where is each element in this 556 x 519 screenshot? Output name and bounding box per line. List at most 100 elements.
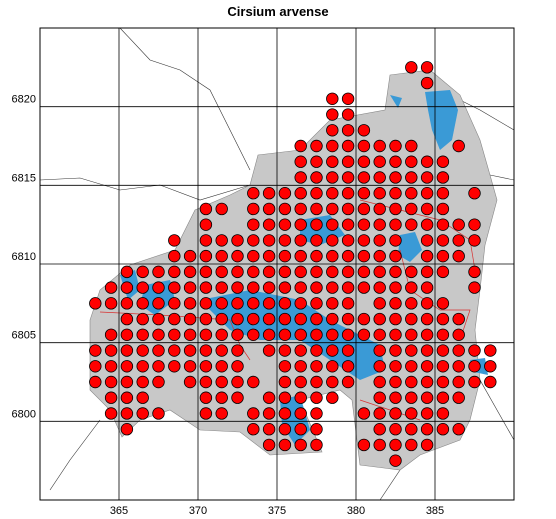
occurrence-dot xyxy=(231,265,244,279)
occurrence-dot xyxy=(420,234,434,247)
grid xyxy=(40,28,514,500)
occurrence-dot xyxy=(452,375,465,389)
lake xyxy=(200,290,385,380)
occurrence-dot xyxy=(294,344,307,357)
occurrence-dot xyxy=(468,218,481,231)
occurrence-dot xyxy=(199,312,213,326)
occurrence-dot xyxy=(310,186,323,200)
occurrence-dot xyxy=(357,281,371,294)
occurrences xyxy=(89,61,497,467)
occurrence-dot xyxy=(104,375,118,389)
occurrence-dot xyxy=(168,312,181,326)
occurrence-dot xyxy=(389,155,402,168)
occurrence-dot xyxy=(89,360,102,373)
occurrence-dot xyxy=(452,423,465,436)
occurrence-dot xyxy=(278,375,292,389)
occurrence-dot xyxy=(326,108,339,121)
occurrence-dot xyxy=(183,375,197,389)
occurrence-dot xyxy=(326,139,339,153)
occurrence-dot xyxy=(373,155,386,168)
occurrence-dot xyxy=(310,139,323,153)
occurrence-dot xyxy=(152,375,165,389)
occurrence-dot xyxy=(120,407,134,420)
occurrence-dot xyxy=(120,265,134,279)
occurrence-dot xyxy=(310,360,323,373)
occurrence-dot xyxy=(120,297,134,310)
occurrence-dot xyxy=(104,328,118,342)
occurrence-dot xyxy=(215,234,228,247)
occurrence-dot xyxy=(262,186,276,200)
occurrence-dot xyxy=(183,344,197,357)
occurrence-dot xyxy=(357,171,371,184)
road xyxy=(379,469,401,501)
occurrence-dot xyxy=(341,124,355,137)
occurrence-dot xyxy=(436,312,450,326)
occurrence-dot xyxy=(468,281,481,294)
occurrence-dot xyxy=(341,108,355,121)
occurrence-dot xyxy=(436,297,450,310)
occurrence-dot xyxy=(310,423,323,436)
occurrence-dot xyxy=(420,438,434,452)
occurrence-dot xyxy=(310,249,323,263)
occurrence-dot xyxy=(262,265,276,279)
occurrence-dot xyxy=(183,281,197,294)
occurrence-dot xyxy=(183,249,197,263)
occurrence-dot xyxy=(420,202,434,216)
occurrence-dot xyxy=(231,297,244,310)
occurrence-dot xyxy=(294,186,307,200)
occurrence-dot xyxy=(247,186,260,200)
occurrence-dot xyxy=(341,375,355,389)
occurrence-dot xyxy=(405,344,418,357)
occurrence-dot xyxy=(341,265,355,279)
occurrence-dot xyxy=(420,375,434,389)
occurrence-dot xyxy=(373,344,386,357)
occurrence-dot xyxy=(405,155,418,168)
occurrence-dot xyxy=(294,391,307,404)
occurrence-dot xyxy=(405,297,418,310)
occurrence-dot xyxy=(389,202,402,216)
occurrence-dot xyxy=(420,171,434,184)
occurrence-dot xyxy=(326,375,339,389)
occurrence-dot xyxy=(420,265,434,279)
occurrence-dot xyxy=(231,328,244,342)
occurrence-dot xyxy=(436,344,450,357)
occurrence-dot xyxy=(120,281,134,294)
occurrence-dot xyxy=(389,344,402,357)
occurrence-dot xyxy=(326,328,339,342)
occurrence-dot xyxy=(310,312,323,326)
occurrence-dot xyxy=(389,139,402,153)
occurrence-dot xyxy=(341,281,355,294)
occurrence-dot xyxy=(278,249,292,263)
occurrence-dot xyxy=(452,249,465,263)
occurrence-dot xyxy=(120,328,134,342)
occurrence-dot xyxy=(436,375,450,389)
occurrence-dot xyxy=(199,249,213,263)
occurrence-dot xyxy=(389,360,402,373)
occurrence-dot xyxy=(168,234,181,247)
occurrence-dot xyxy=(452,344,465,357)
occurrence-dot xyxy=(294,249,307,263)
occurrence-dot xyxy=(183,328,197,342)
occurrence-dot xyxy=(310,375,323,389)
occurrence-dot xyxy=(104,297,118,310)
occurrence-dot xyxy=(152,407,165,420)
occurrence-dot xyxy=(278,344,292,357)
occurrence-dot xyxy=(199,407,213,420)
occurrence-dot xyxy=(120,391,134,404)
x-tick-label: 365 xyxy=(110,505,128,517)
occurrence-dot xyxy=(405,312,418,326)
occurrence-dot xyxy=(326,202,339,216)
occurrence-dot xyxy=(420,297,434,310)
occurrence-dot xyxy=(278,438,292,452)
map-frame xyxy=(39,27,515,501)
occurrence-dot xyxy=(420,155,434,168)
occurrence-dot xyxy=(373,265,386,279)
occurrence-dot xyxy=(452,139,465,153)
occurrence-dot xyxy=(215,328,228,342)
occurrence-dot xyxy=(326,186,339,200)
occurrence-dot xyxy=(405,391,418,404)
occurrence-dot xyxy=(341,328,355,342)
occurrence-dot xyxy=(436,218,450,231)
occurrence-dot xyxy=(136,297,149,310)
road xyxy=(479,379,515,441)
